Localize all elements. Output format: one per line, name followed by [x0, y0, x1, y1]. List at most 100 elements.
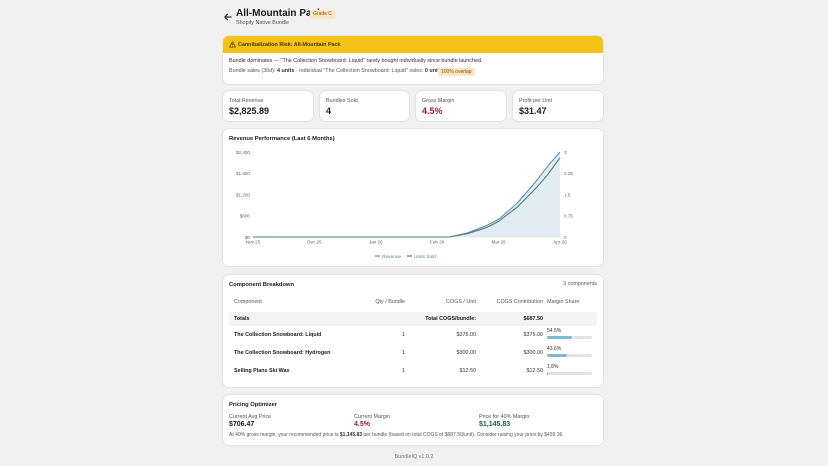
metric-card-total-revenue: Total Revenue $2,825.89 [223, 91, 313, 121]
target-price-value: $1,145.83 [479, 421, 511, 428]
overlap-badge: 100% overlap [438, 67, 475, 76]
column-header-component: Component [234, 299, 262, 305]
component-cogs: $300.00 [456, 349, 477, 356]
x-tick-label: Jan 26 [369, 240, 383, 245]
metric-label: Gross Margin [422, 98, 455, 104]
table-row: Selling Plans Ski Wax 1 $12.50 $12.50 1.… [229, 364, 597, 381]
metric-card-profit-per-unit: Profit per Unit $31.47 [513, 91, 603, 121]
x-tick-label: Nov 25 [246, 240, 261, 245]
x-tick-label: Mar 26 [491, 240, 506, 245]
component-count: 3 components [563, 281, 597, 287]
y-right-tick-label: 1.5 [564, 192, 571, 197]
margin-share-track [547, 336, 592, 339]
individual-sales-units: 0 units [424, 68, 443, 74]
pricing-optimizer-card: Pricing Optimizer Current Avg Price $706… [223, 395, 603, 445]
component-qty: 1 [402, 331, 405, 338]
bundle-sales-units: 4 units [276, 68, 295, 74]
current-margin-value: 4.5% [354, 421, 370, 428]
component-contribution: $375.00 [523, 331, 544, 338]
metric-label: Profit per Unit [519, 98, 552, 104]
app-version: BundleIQ v1.0.2 [394, 454, 434, 460]
component-qty: 1 [402, 349, 405, 356]
y-right-tick-label: 3 [564, 150, 567, 155]
legend-label: Units Sold [414, 254, 436, 260]
alert-header [223, 36, 603, 53]
component-contribution: $12.50 [526, 367, 544, 374]
totals-label: Totals [234, 316, 250, 322]
current-price-label: Current Avg Price [229, 414, 272, 420]
chart-title: Revenue Performance (Last 6 Months) [229, 136, 335, 142]
revenue-performance-card: Revenue Performance (Last 6 Months) $0 $6… [223, 129, 603, 266]
alert-message: Bundle dominates — "The Collection Snowb… [229, 58, 483, 64]
metric-label: Bundles Sold [326, 98, 358, 104]
y-right-tick-label: 0.75 [564, 214, 573, 219]
current-margin-label: Current Margin [354, 414, 390, 420]
alert-sales-line: Bundle sales (30d): 4 units · Individual… [229, 68, 442, 74]
page-subtitle: Shopify Native Bundle [236, 20, 290, 26]
section-title: Component Breakdown [229, 282, 295, 288]
pricing-note-end: per bundle (based on total COGS of $687.… [363, 432, 564, 438]
margin-share-track [547, 354, 592, 357]
x-tick-label: Dec 25 [307, 240, 322, 245]
component-breakdown-card: Component Breakdown 3 components Compone… [223, 275, 603, 387]
y-left-tick-label: $1,800 [236, 171, 250, 176]
component-qty: 1 [402, 367, 405, 374]
component-contribution: $300.00 [523, 349, 544, 356]
back-button[interactable] [223, 9, 233, 21]
table-row: The Collection Snowboard: Hydrogen 1 $30… [229, 346, 597, 363]
component-name: The Collection Snowboard: Liquid [234, 331, 322, 338]
cannibalization-alert: Cannibalization Risk: All-Mountain Pack … [223, 36, 603, 84]
column-header-qty: Qty / Bundle [375, 299, 405, 305]
totals-row: Totals Total COGS/bundle: $687.50 [229, 312, 597, 326]
section-title: Pricing Optimizer [229, 402, 277, 408]
component-cogs: $12.50 [459, 367, 477, 374]
pricing-note-start: At 40% gross margin, your recommended pr… [229, 432, 339, 438]
metric-value: $31.47 [519, 106, 547, 116]
metric-value: 4 [326, 106, 332, 116]
metric-card-gross-margin: Gross Margin 4.5% [416, 91, 506, 121]
table-row: The Collection Snowboard: Liquid 1 $375.… [229, 328, 597, 345]
y-left-tick-label: $2,400 [236, 150, 250, 155]
legend-label: Revenue [382, 254, 402, 260]
margin-share-label: 43.6% [547, 346, 562, 352]
arrow-left-icon [223, 13, 232, 21]
pricing-note: At 40% gross margin, your recommended pr… [229, 432, 564, 438]
margin-share-bar [547, 354, 567, 357]
margin-share-label: 54.5% [547, 328, 562, 334]
y-right-tick-label: 0 [564, 235, 567, 240]
page-title: All-Mountain Pack [236, 8, 323, 19]
column-header-contribution: COGS Contribution [496, 299, 543, 305]
component-name: The Collection Snowboard: Hydrogen [234, 349, 331, 356]
metric-label: Total Revenue [229, 98, 264, 104]
bundle-sales-label: Bundle sales (30d): [229, 68, 276, 74]
margin-share-label: 1.8% [547, 364, 559, 370]
revenue-chart: $0 $600 $1,200 $1,800 $2,400 0 0.75 1.5 2.25 3 Nov… [236, 150, 573, 260]
target-price-label: Price for 40% Margin [479, 414, 530, 420]
column-header-cogs: COGS / Unit [446, 299, 476, 305]
grade-badge: Grade C [310, 10, 335, 19]
metric-value: 4.5% [422, 106, 443, 116]
margin-share-bar [547, 336, 572, 339]
y-left-tick-label: $1,200 [236, 192, 250, 197]
individual-sales-label: · Individual "The Collection Snowboard: … [295, 68, 424, 74]
component-name: Selling Plans Ski Wax [234, 367, 290, 374]
column-header-margin-share: Margin Share [547, 299, 580, 305]
pricing-note-price: $1,145.83 [339, 432, 363, 438]
alert-title: Cannibalization Risk: All-Mountain Pack [238, 41, 341, 48]
margin-share-track [547, 372, 592, 375]
x-tick-label: Apr 26 [553, 240, 567, 245]
component-cogs: $375.00 [456, 331, 477, 338]
totals-value: $687.50 [523, 316, 544, 322]
revenue-area [253, 152, 560, 237]
x-tick-label: Feb 26 [430, 240, 445, 245]
metric-card-bundles-sold: Bundles Sold 4 [320, 91, 409, 121]
series-line-units-sold [253, 157, 561, 238]
y-left-tick-label: $600 [240, 214, 251, 219]
y-right-tick-label: 2.25 [564, 171, 573, 176]
warning-icon [229, 41, 236, 48]
y-left-tick-label: $0 [245, 235, 251, 240]
metric-value: $2,825.89 [229, 106, 270, 116]
margin-share-bar [547, 372, 548, 375]
current-price-value: $706.47 [229, 421, 255, 428]
totals-cogs-label: Total COGS/bundle: [425, 316, 476, 322]
